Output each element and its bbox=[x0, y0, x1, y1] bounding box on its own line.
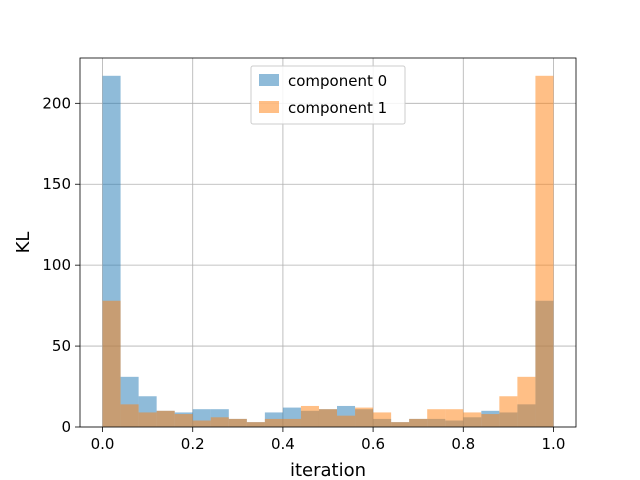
bar-component-1 bbox=[174, 414, 193, 427]
bar-component-1 bbox=[445, 409, 464, 427]
x-tick-label: 0.0 bbox=[91, 435, 115, 453]
x-tick-label: 0.8 bbox=[451, 435, 475, 453]
ticks-layer: 0.0 0.2 0.4 0.6 0.8 1.0 0 50 100 150 200 bbox=[42, 94, 565, 453]
bar-component-1 bbox=[391, 422, 410, 427]
bar-component-1 bbox=[373, 412, 392, 427]
legend-swatch-component-1 bbox=[259, 101, 279, 113]
bar-component-1 bbox=[481, 414, 500, 427]
bar-component-1 bbox=[355, 407, 374, 427]
bar-component-1 bbox=[138, 412, 157, 427]
plot-frame bbox=[79, 57, 577, 428]
y-tick-label: 50 bbox=[52, 337, 71, 355]
bar-component-1 bbox=[318, 409, 338, 427]
x-axis-label: iteration bbox=[290, 460, 366, 480]
legend: component 0 component 1 bbox=[250, 65, 406, 125]
bar-component-1 bbox=[210, 417, 229, 427]
bar-component-1 bbox=[228, 418, 247, 427]
x-tick-label: 0.6 bbox=[361, 435, 385, 453]
bar-component-1 bbox=[517, 376, 536, 427]
bar-component-1 bbox=[156, 410, 175, 427]
legend-label-component-1: component 1 bbox=[288, 99, 387, 117]
bar-component-1 bbox=[246, 422, 265, 427]
y-tick-label: 100 bbox=[42, 256, 71, 274]
y-tick-label: 200 bbox=[42, 94, 71, 112]
y-axis-label: KL bbox=[13, 232, 34, 254]
bar-component-1 bbox=[463, 412, 482, 427]
bar-component-1 bbox=[499, 396, 518, 427]
bar-component-1 bbox=[300, 405, 319, 427]
x-tick-label: 0.2 bbox=[181, 435, 205, 453]
y-tick-label: 0 bbox=[61, 418, 71, 436]
legend-box bbox=[250, 65, 406, 125]
legend-label-component-0: component 0 bbox=[288, 72, 387, 90]
bar-component-1 bbox=[120, 404, 139, 427]
bar-component-1 bbox=[409, 418, 428, 427]
bar-component-1 bbox=[264, 418, 283, 427]
bar-component-1 bbox=[102, 300, 121, 427]
legend-swatch-component-0 bbox=[259, 74, 279, 86]
bar-component-1 bbox=[282, 418, 301, 427]
bar-component-1 bbox=[192, 420, 211, 427]
x-tick-label: 1.0 bbox=[542, 435, 566, 453]
y-tick-label: 150 bbox=[42, 175, 71, 193]
bar-component-1 bbox=[337, 415, 356, 427]
bar-component-1 bbox=[427, 409, 446, 427]
x-tick-label: 0.4 bbox=[271, 435, 295, 453]
bar-component-1 bbox=[535, 75, 554, 427]
bars-layer bbox=[102, 75, 554, 427]
